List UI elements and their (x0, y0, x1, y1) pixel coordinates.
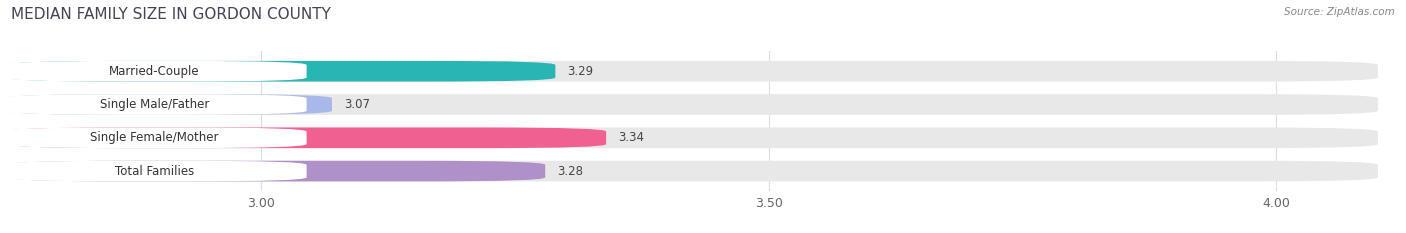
Text: 3.07: 3.07 (344, 98, 370, 111)
FancyBboxPatch shape (1, 161, 307, 182)
FancyBboxPatch shape (1, 94, 307, 115)
FancyBboxPatch shape (7, 94, 1378, 115)
FancyBboxPatch shape (1, 127, 307, 148)
FancyBboxPatch shape (7, 161, 1378, 182)
FancyBboxPatch shape (7, 94, 332, 115)
Text: Single Female/Mother: Single Female/Mother (90, 131, 218, 144)
Text: Married-Couple: Married-Couple (108, 65, 200, 78)
FancyBboxPatch shape (7, 61, 1378, 82)
Text: Total Families: Total Families (115, 164, 194, 178)
Text: MEDIAN FAMILY SIZE IN GORDON COUNTY: MEDIAN FAMILY SIZE IN GORDON COUNTY (11, 7, 332, 22)
FancyBboxPatch shape (7, 61, 555, 82)
FancyBboxPatch shape (1, 61, 307, 82)
FancyBboxPatch shape (7, 127, 1378, 148)
Text: 3.34: 3.34 (619, 131, 644, 144)
Text: Single Male/Father: Single Male/Father (100, 98, 209, 111)
Text: 3.29: 3.29 (568, 65, 593, 78)
Text: Source: ZipAtlas.com: Source: ZipAtlas.com (1284, 7, 1395, 17)
FancyBboxPatch shape (7, 161, 546, 182)
Text: 3.28: 3.28 (557, 164, 583, 178)
FancyBboxPatch shape (7, 127, 606, 148)
